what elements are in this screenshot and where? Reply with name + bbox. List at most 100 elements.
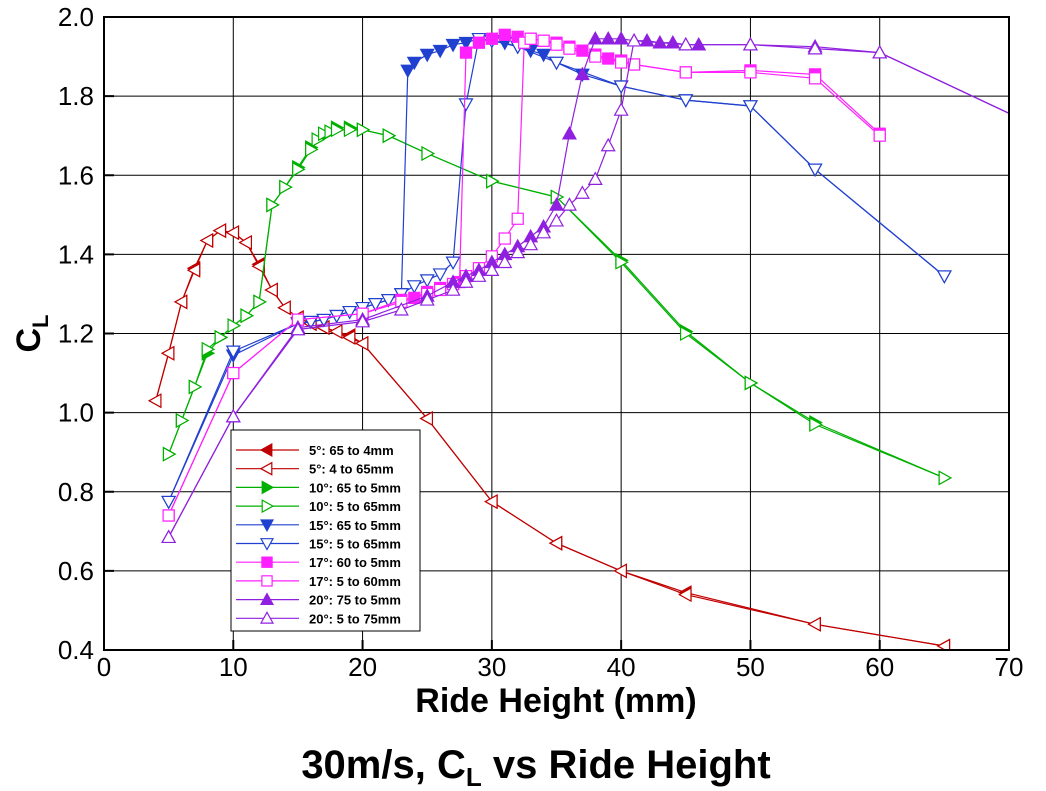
data-point [240, 308, 254, 324]
data-point [161, 495, 177, 510]
data-point [548, 197, 565, 211]
data-point [808, 72, 822, 85]
x-tick-label: 0 [97, 652, 111, 682]
data-point [432, 268, 448, 282]
legend-label: 5°: 65 to 4mm [309, 443, 394, 458]
data-point [665, 34, 681, 49]
data-point [419, 48, 435, 63]
data-point [324, 124, 338, 140]
data-point [227, 366, 240, 380]
data-point [328, 324, 343, 340]
data-point [367, 298, 384, 312]
data-point [523, 236, 539, 251]
data-point [742, 36, 758, 51]
data-point [678, 94, 694, 108]
data-point [343, 122, 358, 138]
legend: 5°: 65 to 4mm 5°: 4 to 65mm 10°: 65 to 5mm… [230, 429, 421, 632]
data-point [225, 225, 240, 241]
data-point [587, 171, 603, 186]
data-point [615, 254, 629, 270]
series-layer [147, 28, 1009, 650]
data-point [445, 282, 461, 296]
data-point [199, 233, 214, 249]
data-point [613, 80, 629, 94]
data-point [330, 122, 345, 138]
data-point [186, 262, 201, 278]
data-point [162, 446, 177, 462]
y-tick-label: 0.8 [58, 477, 94, 507]
data-point [458, 36, 474, 51]
x-tick-label: 30 [477, 652, 506, 682]
data-point [561, 125, 577, 140]
data-point [317, 126, 332, 142]
data-point [161, 529, 177, 544]
data-point [742, 100, 758, 114]
x-tick-label: 20 [348, 652, 377, 682]
data-point [807, 40, 823, 55]
y-tick-label: 0.6 [58, 556, 94, 586]
series-9 [161, 33, 1009, 544]
data-point [354, 335, 369, 351]
x-tick-label: 50 [736, 652, 765, 682]
y-tick-label: 1.6 [58, 160, 94, 190]
legend-label: 15°: 5 to 65mm [309, 537, 401, 552]
data-point [548, 213, 565, 227]
data-point [679, 325, 694, 342]
series-line [155, 229, 945, 647]
chart-title-main: 30m/s, C [301, 743, 466, 787]
data-point [574, 66, 590, 81]
data-point [498, 28, 511, 41]
data-point [679, 66, 692, 79]
chart-title-subscript: L [466, 762, 482, 791]
data-point [432, 44, 448, 59]
data-point [615, 56, 628, 69]
data-point [744, 66, 757, 79]
x-axis-label: Ride Height (mm) [415, 682, 696, 720]
legend-marker [259, 519, 275, 533]
data-point [355, 313, 371, 328]
data-point [550, 38, 563, 51]
data-point [160, 345, 175, 361]
data-point [744, 375, 759, 391]
data-point [419, 292, 435, 306]
legend-label: 15°: 65 to 5mm [309, 518, 401, 533]
y-axis-label: CL [10, 314, 53, 352]
data-point [225, 345, 241, 360]
data-point [406, 56, 422, 71]
data-point [691, 36, 707, 51]
legend-label: 20°: 5 to 75mm [309, 611, 401, 626]
data-point [292, 161, 306, 177]
data-point [419, 274, 435, 288]
series-7 [162, 32, 886, 522]
y-tick-label: 1.4 [58, 239, 94, 269]
data-point [613, 31, 629, 45]
data-point [458, 98, 474, 112]
y-tick-label: 0.4 [58, 635, 94, 665]
data-point [341, 329, 356, 345]
data-point [227, 318, 242, 334]
data-point [536, 48, 552, 63]
data-point [264, 282, 278, 298]
data-point [548, 535, 563, 551]
data-point [678, 36, 694, 51]
legend-label: 5°: 4 to 65mm [309, 462, 394, 477]
data-point [382, 128, 397, 144]
data-point [809, 416, 823, 433]
data-point [162, 509, 175, 522]
chart-title-rest: vs Ride Height [482, 743, 771, 787]
data-point [574, 185, 590, 199]
data-point [498, 232, 511, 245]
data-point [485, 32, 498, 45]
data-point [445, 256, 461, 271]
data-point [342, 305, 358, 320]
data-point [471, 268, 487, 282]
data-point [484, 494, 498, 510]
data-point [445, 38, 461, 53]
data-point [613, 102, 629, 116]
x-tick-label: 60 [865, 652, 894, 682]
data-point [600, 137, 616, 152]
legend-label: 17°: 5 to 60mm [309, 574, 401, 589]
data-point [458, 274, 474, 288]
data-point [175, 413, 190, 429]
